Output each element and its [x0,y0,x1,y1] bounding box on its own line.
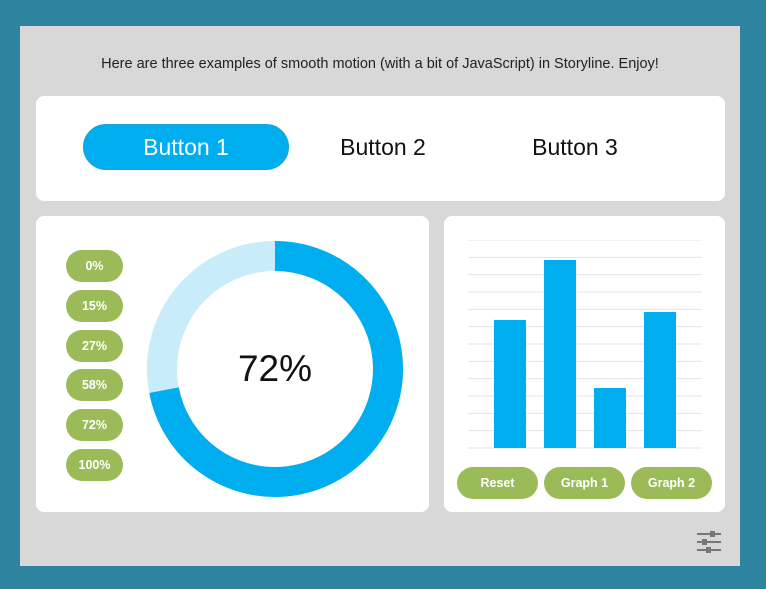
intro-text: Here are three examples of smooth motion… [101,56,659,72]
button-panel: Button 1 Button 2 Button 3 [36,96,725,201]
bar-graph-panel: Reset Graph 1 Graph 2 [444,216,725,512]
percent-button-0[interactable]: 0% [66,250,123,282]
reset-button[interactable]: Reset [457,467,538,499]
percent-button-58[interactable]: 58% [66,369,123,401]
button-3[interactable]: Button 3 [532,133,618,160]
donut-chart [147,241,403,497]
bar-chart [468,240,702,449]
percent-button-27[interactable]: 27% [66,330,123,362]
percent-button-72[interactable]: 72% [66,409,123,441]
graph-2-button[interactable]: Graph 2 [631,467,712,499]
sliders-icon[interactable] [696,529,722,555]
percent-button-15[interactable]: 15% [66,290,123,322]
bar-3 [594,388,626,448]
bar-4 [644,312,676,448]
slide: Here are three examples of smooth motion… [20,26,740,566]
bar-2 [544,260,576,448]
donut-value-label: 72% [237,348,313,389]
percent-button-100[interactable]: 100% [66,449,123,481]
graph-1-button[interactable]: Graph 1 [544,467,625,499]
button-1[interactable]: Button 1 [83,124,289,170]
button-2[interactable]: Button 2 [340,133,426,160]
bar-1 [494,320,526,448]
donut-progress-arc [149,241,403,497]
donut-panel: 0% 15% 27% 58% 72% 100% 72% [36,216,429,512]
